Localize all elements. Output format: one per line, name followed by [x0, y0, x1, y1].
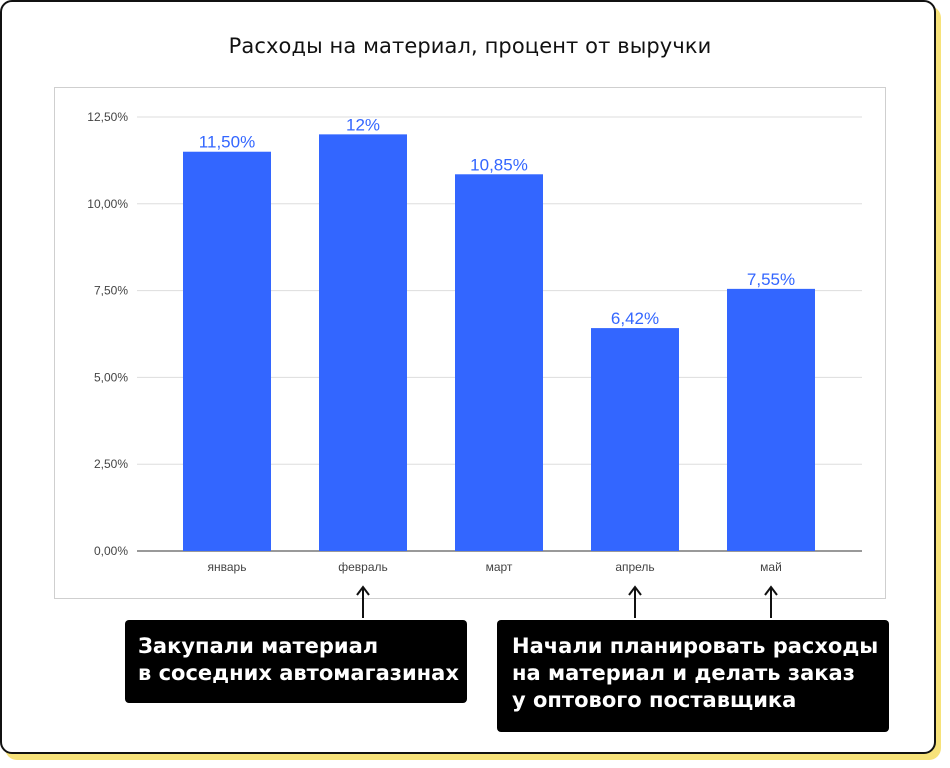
x-tick-label: февраль	[338, 560, 388, 574]
data-label: 10,85%	[470, 155, 528, 174]
chart-area	[54, 87, 886, 599]
arrow-head	[628, 585, 642, 596]
callout-april-may: Начали планировать расходы на материал и…	[497, 620, 889, 732]
data-label: 6,42%	[611, 309, 659, 328]
x-tick-label: январь	[208, 560, 247, 574]
bar	[727, 288, 815, 551]
bar	[319, 134, 407, 552]
bar	[455, 174, 543, 551]
data-label: 11,50%	[199, 133, 255, 152]
callout-line: на материал и делать заказ	[512, 661, 855, 685]
bar	[183, 151, 271, 551]
y-tick-label: 5,00%	[94, 370, 128, 384]
bar	[591, 328, 679, 551]
x-tick-label: март	[486, 560, 513, 574]
arrow-head	[764, 585, 778, 596]
y-tick-label: 10,00%	[87, 197, 128, 211]
arrow-head	[356, 585, 370, 596]
callout-line: у оптового поставщика	[512, 688, 797, 712]
x-tick-label: апрель	[615, 560, 654, 574]
x-tick-label: май	[760, 560, 782, 574]
y-tick-label: 7,50%	[94, 284, 128, 298]
callout-line: Начали планировать расходы	[512, 634, 879, 658]
data-label: 12%	[346, 115, 380, 134]
chart-title: Расходы на материал, процент от выручки	[228, 34, 712, 58]
y-tick-label: 12,50%	[87, 110, 128, 124]
callout-february: Закупали материал в соседних автомагазин…	[125, 620, 467, 703]
callout-line: Закупали материал	[138, 634, 379, 658]
y-tick-label: 0,00%	[94, 544, 128, 558]
y-tick-label: 2,50%	[94, 457, 128, 471]
data-label: 7,55%	[747, 270, 795, 289]
callout-line: в соседних автомагазинах	[138, 661, 459, 685]
